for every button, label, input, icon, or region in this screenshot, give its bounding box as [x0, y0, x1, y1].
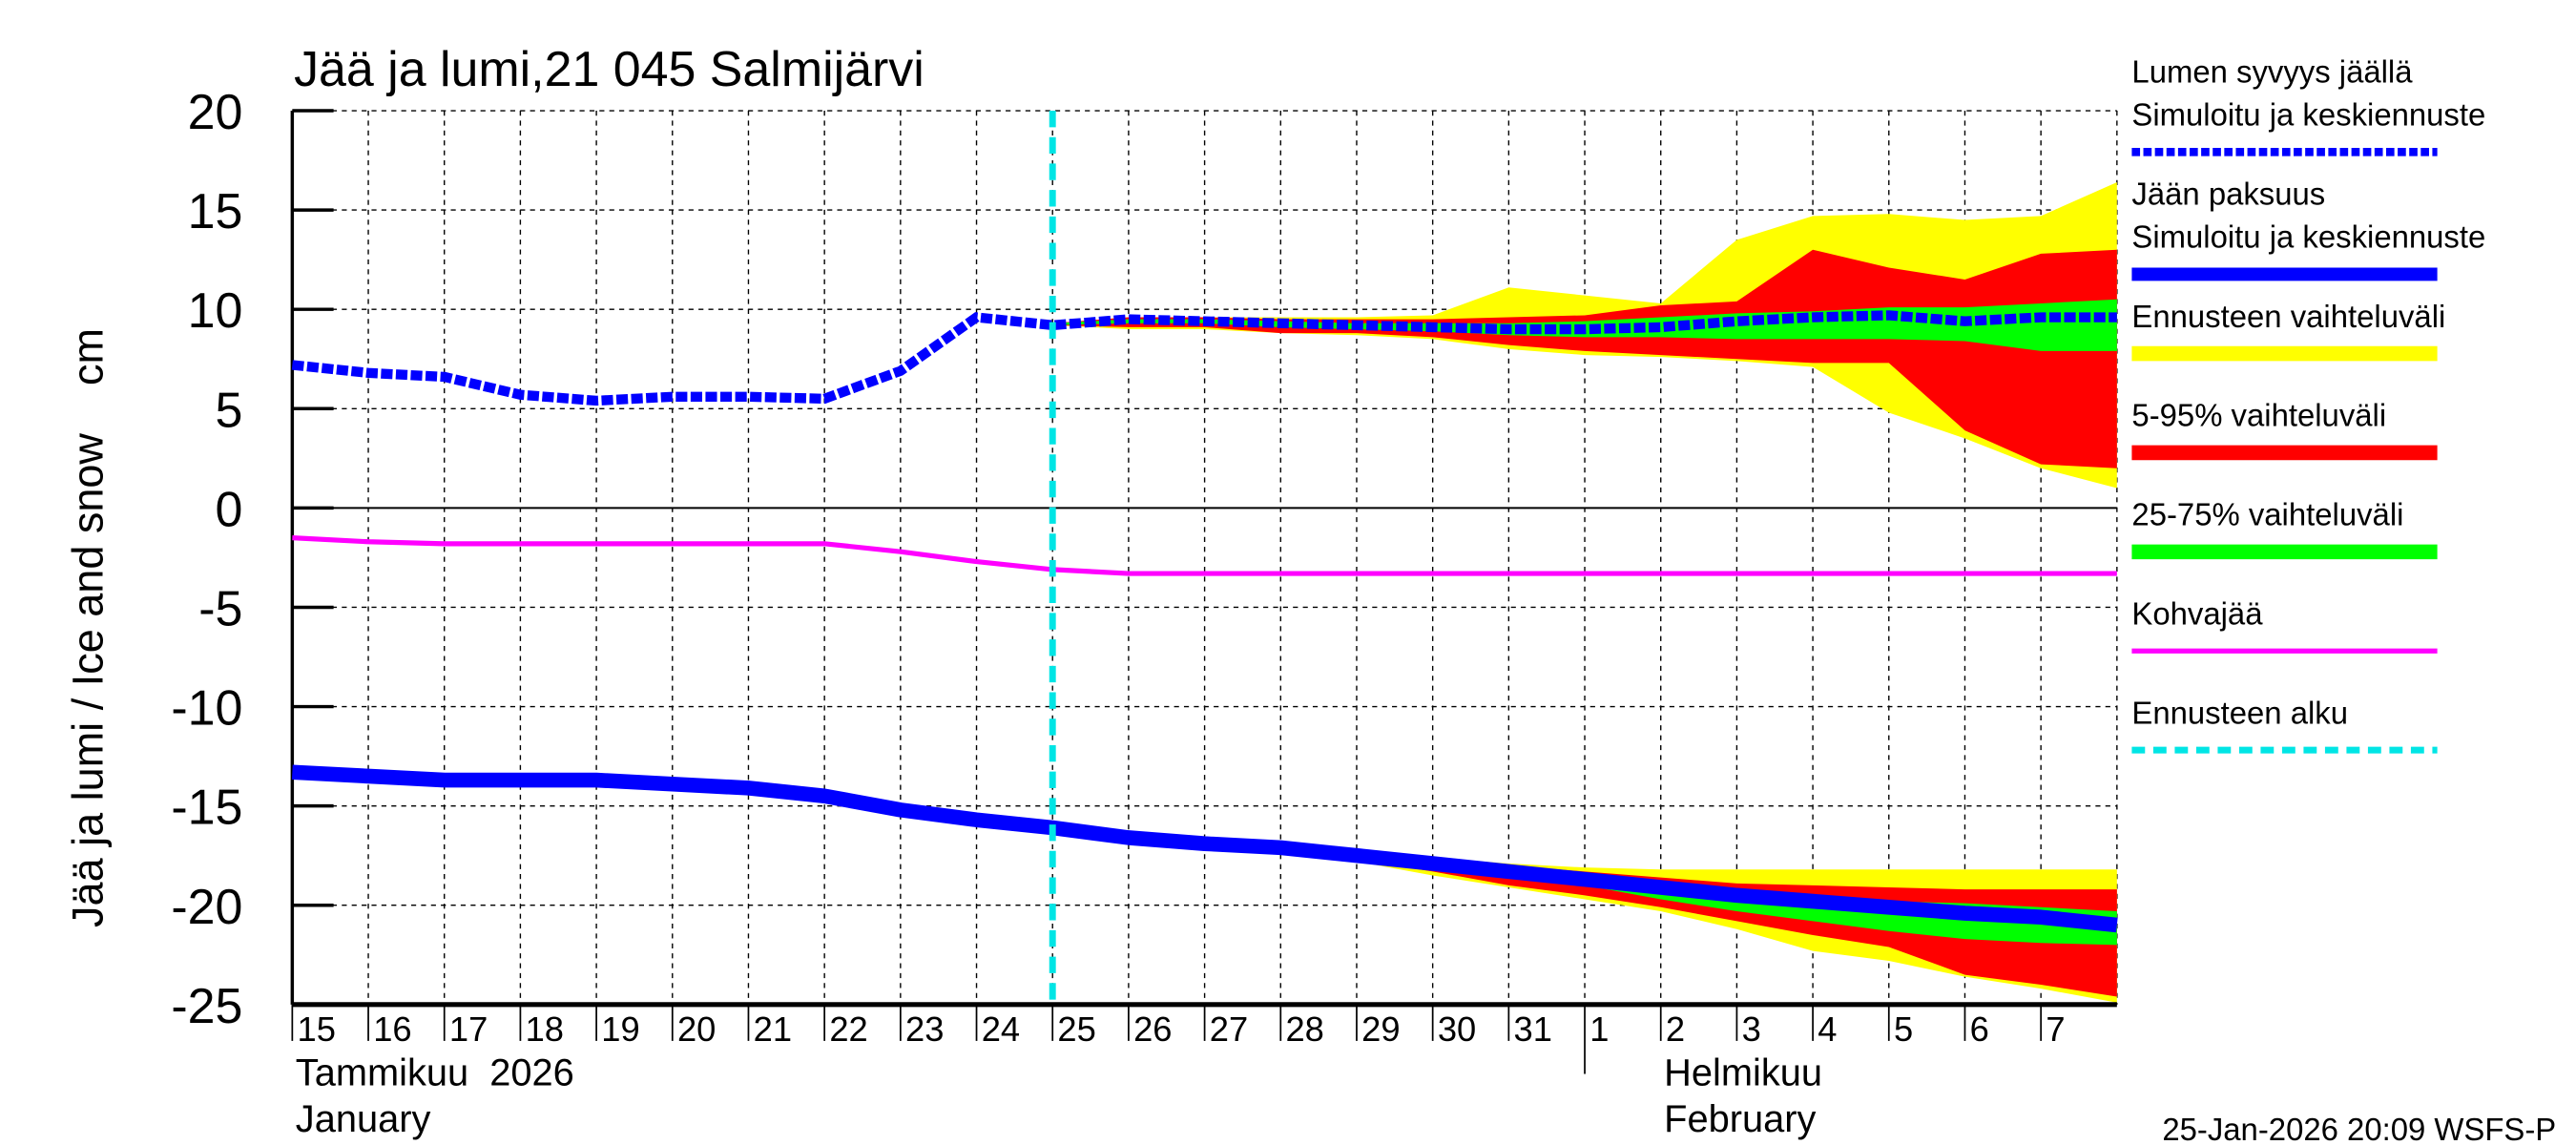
x-tick-label: 20 — [677, 1010, 716, 1049]
x-tick-label: 5 — [1894, 1010, 1913, 1049]
legend-label: Ennusteen alku — [2131, 695, 2348, 730]
x-tick-label: 21 — [754, 1010, 792, 1049]
legend-label: Simuloitu ja keskiennuste — [2131, 97, 2485, 133]
x-tick-label: 26 — [1133, 1010, 1172, 1049]
legend: Lumen syvyys jäällä Simuloitu ja keskienn… — [2131, 54, 2485, 754]
legend-label: Simuloitu ja keskiennuste — [2131, 219, 2485, 255]
legend-label: Lumen syvyys jäällä — [2131, 54, 2413, 90]
x-tick-label: 19 — [601, 1010, 639, 1049]
legend-label: Jään paksuus — [2131, 177, 2325, 212]
ice-25-75-band — [1052, 827, 2117, 946]
y-tick-label: 0 — [216, 482, 243, 537]
x-tick-label: 22 — [829, 1010, 867, 1049]
x-tick-label: 18 — [526, 1010, 564, 1049]
snow-5-95-band — [1052, 249, 2117, 468]
month-label-fi: Helmikuu — [1664, 1052, 1822, 1094]
x-tick-label: 16 — [373, 1010, 411, 1049]
x-tick-label: 28 — [1285, 1010, 1323, 1049]
month-label-fi: Tammikuu 2026 — [296, 1052, 574, 1094]
y-tick-label: 15 — [188, 184, 243, 239]
slush-ice-line — [292, 535, 2117, 576]
month-label-en: January — [296, 1098, 431, 1140]
x-tick-label: 15 — [298, 1010, 336, 1049]
x-tick-label: 23 — [905, 1010, 944, 1049]
x-tick-label: 4 — [1818, 1010, 1837, 1049]
x-tick-label: 3 — [1742, 1010, 1761, 1049]
y-tick-label: 20 — [188, 85, 243, 140]
x-tick-label: 1 — [1589, 1010, 1609, 1049]
y-tick-label: -20 — [171, 880, 242, 935]
x-tick-label: 7 — [2046, 1010, 2065, 1049]
y-tick-label: -10 — [171, 681, 242, 737]
y-tick-label: 5 — [216, 383, 243, 438]
legend-label: 25-75% vaihteluväli — [2131, 497, 2403, 532]
x-tick-label: 29 — [1361, 1010, 1400, 1049]
chart-title: Jää ja lumi,21 045 Salmijärvi — [294, 42, 924, 97]
x-tick-label: 17 — [449, 1010, 488, 1049]
month-label-en: February — [1664, 1098, 1816, 1140]
legend-label: 5-95% vaihteluväli — [2131, 398, 2386, 433]
y-tick-label: -25 — [171, 979, 242, 1034]
x-tick-label: 30 — [1438, 1010, 1476, 1049]
timestamp: 25-Jan-2026 20:09 WSFS-P — [2162, 1112, 2556, 1145]
ice-range-band — [1052, 827, 2117, 1003]
ice-thickness-line — [291, 764, 2118, 933]
legend-label: Kohvajää — [2131, 596, 2263, 632]
x-tick-label: 24 — [982, 1010, 1020, 1049]
legend-label: Ennusteen vaihteluväli — [2131, 299, 2445, 334]
x-tick-label: 25 — [1057, 1010, 1095, 1049]
x-tick-label: 31 — [1514, 1010, 1552, 1049]
x-tick-label: 27 — [1210, 1010, 1248, 1049]
x-tick-label: 6 — [1970, 1010, 1989, 1049]
y-axis-label: Jää ja lumi / Ice and snow cm — [63, 328, 112, 927]
y-tick-label: 10 — [188, 283, 243, 339]
y-tick-label: -15 — [171, 781, 242, 836]
y-tick-label: -5 — [198, 581, 242, 636]
snow-depth-line — [291, 310, 2117, 406]
x-tick-label: 2 — [1666, 1010, 1685, 1049]
